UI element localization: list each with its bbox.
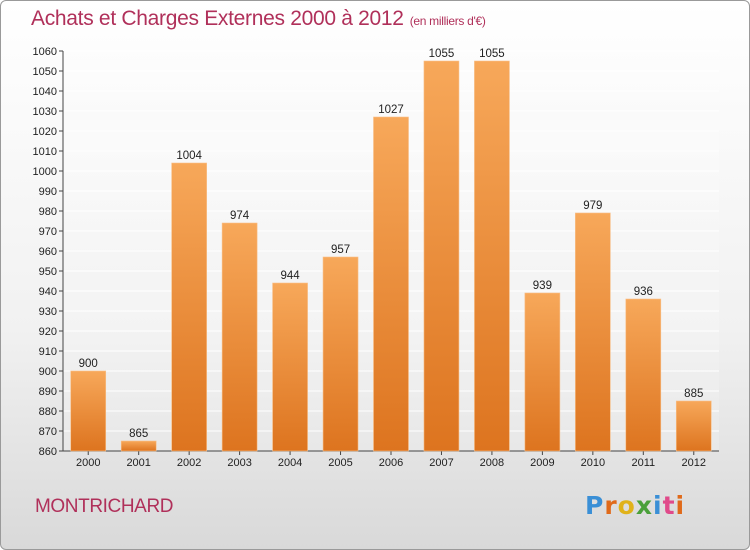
x-tick-label: 2009 [530,457,554,469]
bar [423,60,460,452]
data-label: 944 [280,270,300,282]
logo-letter: r [604,491,618,520]
y-tick-label: 920 [39,326,57,338]
y-tick-label: 940 [39,286,57,298]
y-tick-label: 1010 [33,146,57,158]
bar [322,256,359,452]
bar [524,292,561,452]
logo-letter: P [585,491,605,520]
y-tick-label: 1000 [33,166,57,178]
bar [373,116,409,452]
y-tick-label: 960 [39,246,57,258]
logo-letter: i [675,491,686,520]
y-tick-label: 860 [39,446,57,458]
x-tick-label: 2008 [480,457,504,469]
bar [221,222,258,452]
logo-letter: x [635,491,653,520]
data-label: 900 [79,358,98,370]
logo-letter: i [653,491,663,520]
chart-title-text: Achats et Charges Externes 2000 à 2012 [31,7,404,30]
x-tick-label: 2004 [278,457,302,469]
x-tick-label: 2011 [631,457,655,469]
x-tick-label: 2001 [126,457,150,469]
y-tick-label: 930 [39,306,57,318]
data-label: 939 [533,280,552,292]
data-label: 1004 [176,150,202,162]
bar [575,212,611,452]
y-tick-label: 950 [39,266,57,278]
y-tick-label: 870 [39,426,57,438]
unit-note: (en milliers d'€) [409,14,486,28]
logo-letter: t [662,491,676,520]
bar [675,400,712,452]
y-tick-label: 910 [39,346,57,358]
x-tick-label: 2002 [177,457,201,469]
bar [171,162,207,452]
data-label: 974 [230,210,250,222]
x-tick-label: 2005 [328,457,352,469]
bar [120,440,157,452]
y-tick-label: 880 [39,406,57,418]
data-label: 979 [583,200,602,212]
logo-letter: o [617,491,636,520]
data-label: 936 [634,286,653,298]
bar [625,298,662,452]
data-label: 1055 [479,48,505,60]
y-tick-label: 980 [39,206,57,218]
x-tick-label: 2010 [581,457,605,469]
y-tick-label: 1040 [33,86,57,98]
data-label: 865 [129,428,148,440]
y-tick-label: 990 [39,186,57,198]
city-name: MONTRICHARD [35,496,174,517]
x-tick-label: 2007 [429,457,453,469]
y-tick-label: 1060 [33,46,57,58]
y-tick-label: 900 [39,366,57,378]
bar [272,282,308,452]
chart-title: Achats et Charges Externes 2000 à 2012 (e… [31,7,486,31]
data-label: 1055 [429,48,455,60]
bar [474,60,510,452]
bars: 900 865 1004 974 944 957 1027 1055 1055 939 979 936… [70,48,712,452]
x-tick-label: 2000 [76,457,100,469]
data-label: 885 [684,388,703,400]
proxiti-logo[interactable]: Proxiti [585,491,685,520]
bar [70,370,107,452]
y-tick-label: 1020 [33,126,57,138]
y-tick-label: 890 [39,386,57,398]
data-label: 957 [331,244,350,256]
data-label: 1027 [378,104,404,116]
x-tick-label: 2003 [227,457,251,469]
x-tick-label: 2006 [379,457,403,469]
axes: 860 870 880 890 900 910 920 930 940 950 960 970 980 9… [33,46,719,469]
x-tick-label: 2012 [682,457,706,469]
y-tick-label: 1030 [33,106,57,118]
y-tick-label: 1050 [33,66,57,78]
y-tick-label: 970 [39,226,57,238]
